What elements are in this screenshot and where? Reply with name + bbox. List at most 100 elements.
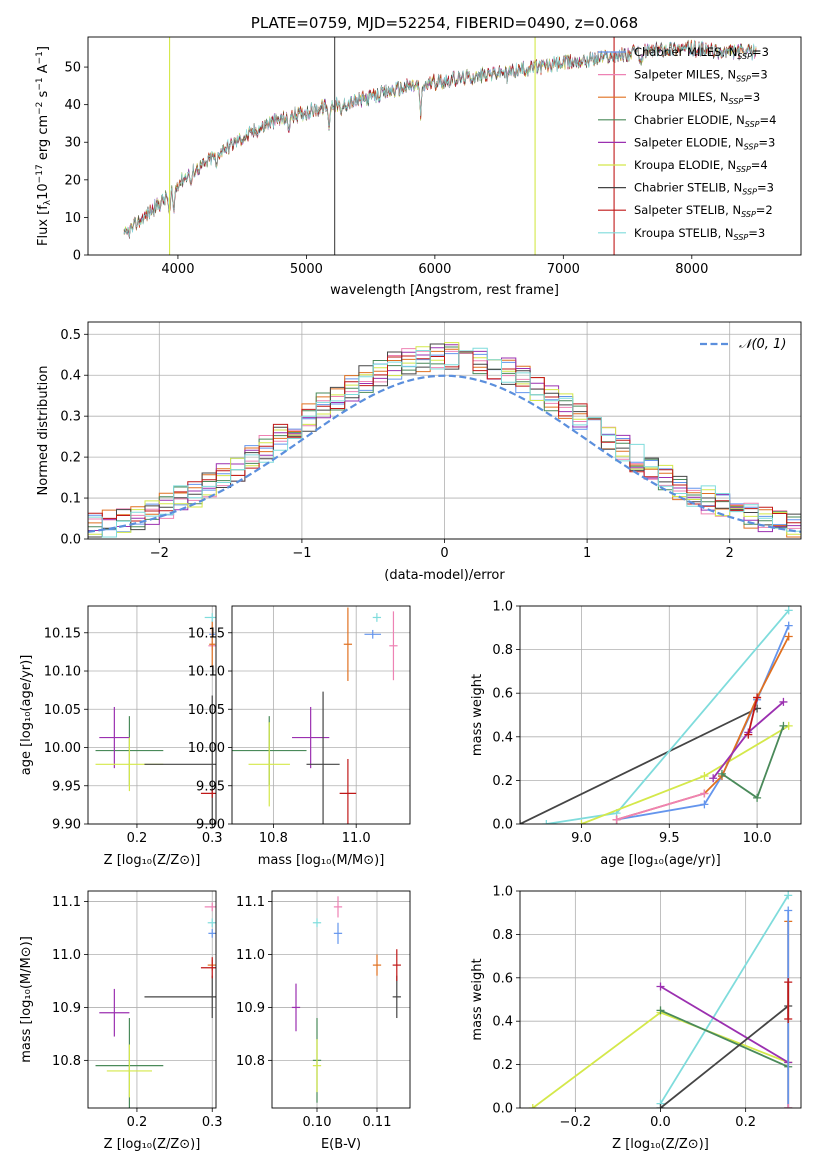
weight_vs_age-series — [520, 606, 793, 824]
mass_vs_Z-panel: 0.2 0.3 10.8 10.9 11.0 11.1 Z [log₁₀(Z/Z⊙)] mas… — [19, 890, 223, 1152]
spectrum-panel: 4000 5000 6000 7000 8000 0 10 20 30 40 50 PLATE=075… — [35, 14, 802, 298]
y-axis-label: mass weight — [470, 674, 485, 756]
weight_vs_Z-panel: −0.2 0.0 0.2 0.0 0.2 0.4 0.6 0.8 1.0 Z [log₁₀(Z/Z… — [470, 885, 802, 1152]
y-tick-label: 0.4 — [492, 730, 513, 745]
weight-line-chabrier_miles — [616, 625, 790, 821]
axes-frame — [87, 36, 802, 256]
weight-marker-salpeter_elodie — [656, 982, 665, 991]
weight-marker-chabrier_elodie — [656, 1006, 665, 1015]
mass_vs_Z-points — [95, 902, 216, 1108]
age_vs_Z-points — [95, 613, 216, 824]
x-tick-label: 9.0 — [571, 831, 592, 846]
y-tick-label: 0.2 — [492, 774, 513, 789]
age_vs_mass-points — [232, 607, 398, 824]
x-tick-label: 0.2 — [735, 1115, 756, 1130]
legend-entry: Chabrier ELODIE, NSSP=4 — [634, 113, 776, 129]
normal-curve — [88, 374, 801, 533]
x-tick-label: 0 — [440, 546, 448, 561]
mass_vs_EBV-panel: 0.10 0.11 10.8 10.9 11.0 11.1 E(B-V) — [236, 890, 411, 1152]
weight-marker-salpeter_miles — [784, 1104, 793, 1108]
x-axis-label: Z [log₁₀(Z/Z⊙)] — [104, 1137, 201, 1152]
y-tick-label: 0.3 — [60, 410, 81, 425]
weight_vs_age-panel: 9.0 9.5 10.0 0.0 0.2 0.4 0.6 0.8 1.0 age [log₁₀(a… — [470, 600, 802, 868]
y-tick-label: 10.00 — [44, 741, 81, 756]
y-tick-label: 0.8 — [492, 643, 513, 658]
y-tick-label: 11.0 — [52, 948, 81, 963]
y-tick-label: 10.8 — [236, 1054, 265, 1069]
weight-line-kroupa_elodie — [581, 725, 790, 824]
x-tick-label: −2 — [150, 546, 169, 561]
legend-entry: 𝒩(0, 1) — [739, 337, 786, 352]
y-tick-label: 0.4 — [60, 369, 81, 384]
y-tick-label: 9.95 — [196, 779, 225, 794]
y-axis-label: mass weight — [470, 958, 485, 1040]
axes-frame — [231, 605, 411, 825]
y-tick-label: 10.10 — [188, 665, 225, 680]
legend-entry: Kroupa STELIB, NSSP=3 — [634, 226, 765, 242]
y-tick-label: 0.5 — [60, 328, 81, 343]
weight-marker-chabrier_miles — [700, 800, 709, 809]
x-tick-label: −1 — [292, 546, 311, 561]
mass_vs_EBV-points — [291, 896, 401, 1103]
weight-marker-kroupa_stelib — [784, 891, 793, 900]
weight-line-chabrier_stelib — [520, 707, 758, 824]
weight-marker-kroupa_stelib — [542, 820, 551, 824]
y-tick-label: 40 — [64, 98, 81, 113]
y-tick-label: 20 — [64, 173, 81, 188]
spectrum-series-kroupa_stelib — [123, 40, 756, 238]
weight-marker-chabrier_elodie — [753, 793, 762, 802]
y-tick-label: 11.0 — [236, 948, 265, 963]
histogram-series-kroupa_stelib — [88, 347, 801, 538]
y-tick-label: 9.90 — [196, 818, 225, 833]
x-axis-label: E(B-V) — [321, 1137, 361, 1152]
y-tick-label: 0.8 — [492, 928, 513, 943]
chart-title: PLATE=0759, MJD=52254, FIBERID=0490, z=0… — [251, 14, 638, 32]
y-tick-label: 1.0 — [492, 600, 513, 615]
weight-marker-salpeter_stelib — [784, 978, 793, 987]
y-tick-label: 10.15 — [44, 626, 81, 641]
y-tick-label: 0.2 — [492, 1058, 513, 1073]
weight-marker-chabrier_elodie — [717, 769, 726, 778]
y-tick-label: 1.0 — [492, 885, 513, 900]
weight-marker-kroupa_elodie — [577, 820, 586, 824]
legend-entry: Salpeter ELODIE, NSSP=3 — [634, 135, 775, 151]
x-axis-label: age [log₁₀(age/yr)] — [600, 853, 721, 868]
weight-marker-salpeter_stelib — [784, 1015, 793, 1024]
legend-entry: Chabrier MILES, NSSP=3 — [634, 45, 769, 61]
weight-marker-chabrier_stelib — [656, 1104, 665, 1108]
weight-line-salpeter_stelib — [747, 697, 758, 735]
y-axis-label: age [log₁₀(age/yr)] — [19, 655, 34, 776]
axes-frame — [271, 890, 411, 1109]
weight-line-chabrier_stelib — [659, 1005, 789, 1108]
x-tick-label: 0.11 — [363, 1115, 392, 1130]
y-tick-label: 9.90 — [52, 818, 81, 833]
axes-frame — [87, 605, 217, 825]
x-tick-label: 0.10 — [303, 1115, 332, 1130]
weight-marker-chabrier_miles — [784, 906, 793, 915]
axes-frame — [519, 605, 802, 825]
y-axis-label: Normed distribution — [36, 366, 51, 496]
weight-marker-salpeter_stelib — [753, 693, 762, 702]
weight-marker-kroupa_miles — [784, 632, 793, 641]
y-tick-label: 0 — [73, 249, 81, 264]
x-axis-label: mass [log₁₀(M/M⊙)] — [258, 853, 385, 868]
weight-marker-salpeter_stelib — [744, 730, 753, 739]
spectrum-lines — [123, 37, 757, 255]
x-tick-label: 2 — [726, 546, 734, 561]
y-tick-label: 10.00 — [188, 741, 225, 756]
histogram-steps — [88, 342, 801, 538]
y-tick-label: 0.4 — [492, 1015, 513, 1030]
y-tick-label: 11.1 — [236, 895, 265, 910]
legend-entry: Kroupa MILES, NSSP=3 — [634, 90, 760, 106]
y-tick-label: 0.6 — [492, 687, 513, 702]
x-axis-label: Z [log₁₀(Z/Z⊙)] — [104, 853, 201, 868]
y-tick-label: 0.0 — [60, 533, 81, 548]
y-tick-label: 10.15 — [188, 626, 225, 641]
y-tick-label: 10 — [64, 211, 81, 226]
x-tick-label: 0.2 — [127, 1115, 148, 1130]
axes-frame — [87, 321, 802, 540]
y-tick-label: 0.0 — [492, 1102, 513, 1117]
x-tick-label: 8000 — [675, 262, 708, 277]
axes-frame — [87, 890, 217, 1109]
